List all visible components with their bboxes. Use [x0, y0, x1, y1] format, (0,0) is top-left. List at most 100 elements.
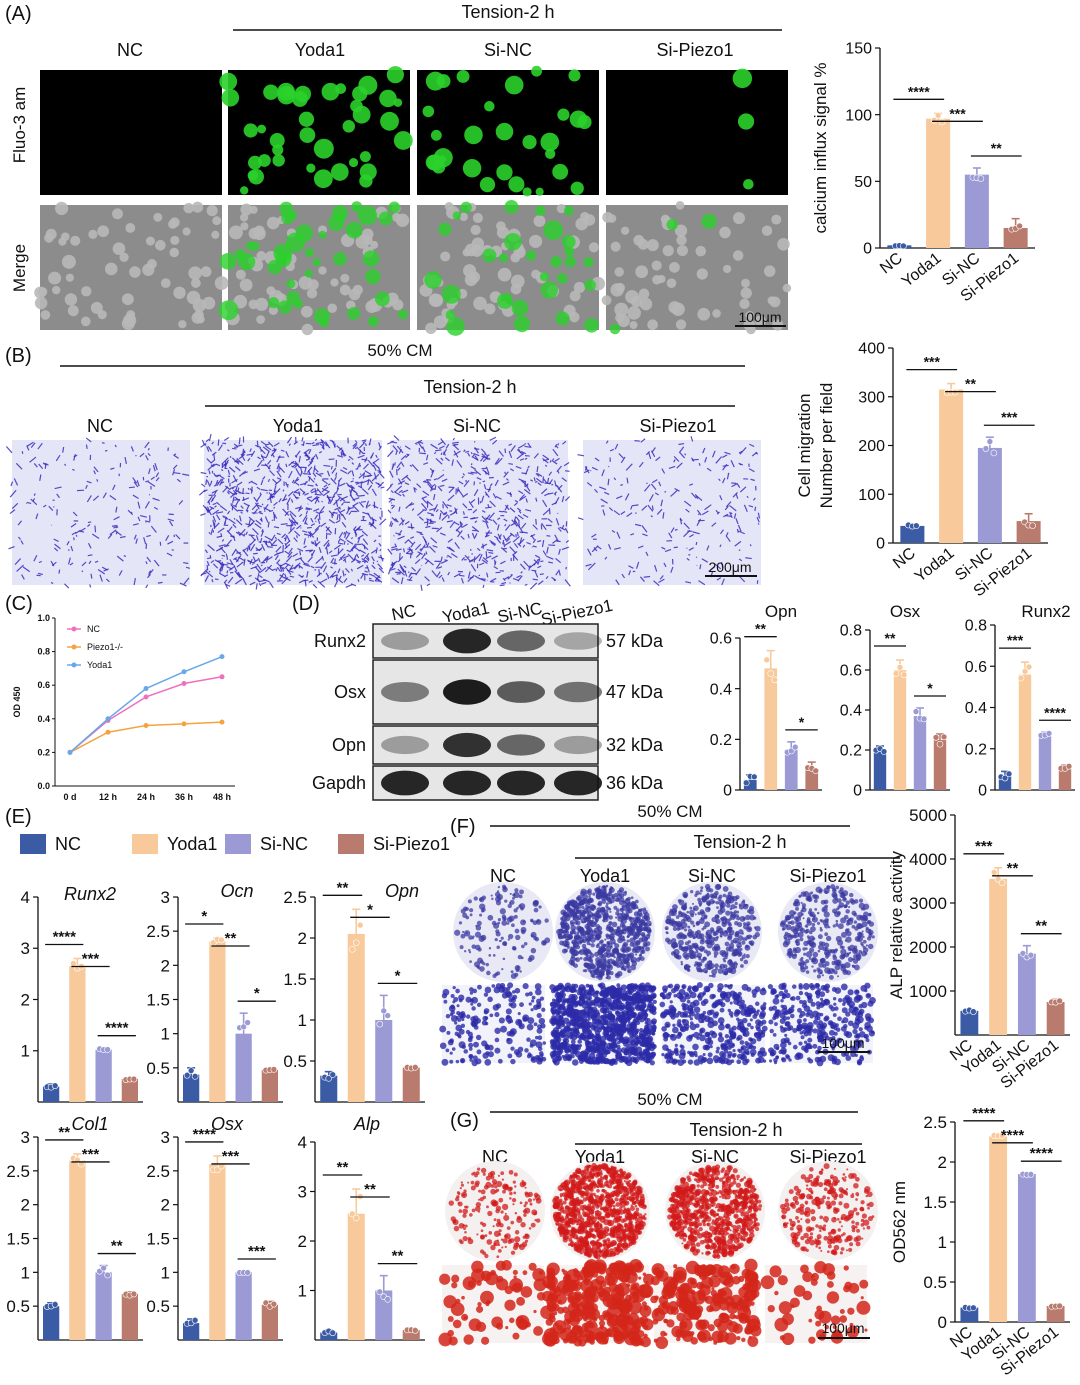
stain-mark — [338, 531, 344, 539]
stain-mark — [128, 486, 135, 489]
merge-image-1 — [218, 201, 410, 336]
stain-mark — [800, 956, 804, 960]
stain-mark — [212, 519, 215, 527]
stain-mark — [72, 511, 78, 517]
y-axis-label: OD 450 — [12, 686, 22, 717]
stain-mark — [480, 543, 488, 548]
stain-mark — [205, 479, 208, 485]
stain-mark — [494, 479, 499, 487]
stain-mark — [564, 496, 571, 502]
cell-mark — [675, 200, 685, 210]
stain-mark — [532, 524, 538, 530]
significance-label: ** — [991, 140, 1002, 156]
stain-mark — [699, 948, 704, 952]
stain-mark — [591, 974, 596, 979]
stain-mark — [470, 465, 477, 470]
stain-mark — [633, 919, 639, 925]
stain-mark — [183, 561, 189, 565]
cell-mark — [472, 1015, 479, 1022]
stain-mark — [253, 496, 258, 503]
stain-mark — [453, 508, 458, 514]
cell-mark — [674, 224, 688, 237]
y-tick-label: 50 — [854, 174, 872, 191]
x-tick-label: 36 h — [175, 792, 193, 802]
stain-mark — [96, 478, 99, 482]
stain-mark — [309, 460, 313, 465]
cell-mark — [340, 273, 350, 283]
stain-mark — [734, 920, 739, 926]
cell-mark — [266, 286, 276, 296]
stain-mark — [809, 942, 814, 947]
stain-mark — [555, 558, 562, 564]
cell-mark — [448, 1005, 456, 1012]
stain-mark — [696, 929, 701, 935]
stain-mark — [708, 565, 716, 573]
fluo-image-2 — [417, 65, 599, 197]
stain-mark — [518, 538, 525, 545]
stain-mark — [580, 890, 586, 897]
stain-mark — [516, 906, 519, 910]
merge-image-2 — [417, 199, 606, 336]
stain-mark — [264, 535, 273, 541]
stain-mark — [328, 550, 333, 554]
stain-mark — [676, 933, 683, 940]
bar-yoda1 — [209, 1164, 226, 1340]
stain-mark — [379, 507, 382, 510]
stain-mark — [857, 936, 861, 940]
stain-mark — [570, 948, 573, 951]
stain-mark — [430, 483, 436, 489]
stain-mark — [435, 562, 441, 570]
stain-mark — [530, 919, 534, 923]
stain-mark — [359, 549, 366, 554]
stain-mark — [91, 533, 100, 540]
cell-mark — [258, 154, 271, 167]
stain-mark — [522, 544, 526, 548]
stain-mark — [335, 472, 338, 477]
stain-mark — [37, 442, 43, 450]
chart-d-opn: 00.20.40.6***Opn — [710, 602, 822, 800]
stain-mark — [840, 931, 847, 938]
cell-mark — [142, 263, 155, 276]
stain-mark — [714, 883, 722, 891]
stain-mark — [430, 470, 435, 478]
stain-mark — [368, 523, 374, 527]
cell-mark — [363, 235, 373, 246]
stain-mark — [510, 973, 517, 980]
stain-mark — [745, 557, 752, 560]
stain-mark — [552, 539, 558, 544]
fluo-image-0-bg — [40, 70, 222, 195]
chart-title: Osx — [890, 602, 921, 621]
stain-mark — [587, 938, 591, 942]
stain-mark — [459, 945, 464, 950]
y-tick-label: 0.4 — [37, 714, 50, 724]
green-cell — [234, 248, 246, 261]
stain-mark — [467, 452, 471, 457]
stain-mark — [286, 436, 293, 444]
stain-mark — [464, 950, 467, 953]
cell-mark — [534, 1035, 539, 1040]
cell-mark — [306, 163, 316, 173]
cell-mark — [509, 1019, 514, 1024]
stain-mark — [565, 540, 570, 544]
stain-mark — [814, 907, 818, 911]
stain-mark — [607, 915, 611, 918]
legend-swatch — [338, 834, 364, 854]
stain-mark — [458, 480, 464, 485]
stain-mark — [427, 512, 434, 516]
stain-mark — [472, 935, 475, 938]
stain-mark — [247, 559, 251, 563]
green-cell — [304, 247, 314, 258]
stain-mark — [361, 458, 368, 461]
data-point — [771, 676, 779, 684]
cell-mark — [508, 1002, 513, 1007]
stain-mark — [361, 560, 367, 563]
stain-mark — [546, 535, 551, 537]
alp-well-3 — [778, 882, 878, 982]
stain-mark — [536, 472, 543, 477]
y-tick-label: 1.0 — [37, 613, 50, 623]
stain-mark — [628, 930, 634, 936]
stain-mark — [443, 512, 447, 516]
stain-mark — [472, 509, 478, 514]
stain-mark — [738, 530, 745, 535]
stain-mark — [256, 459, 263, 468]
